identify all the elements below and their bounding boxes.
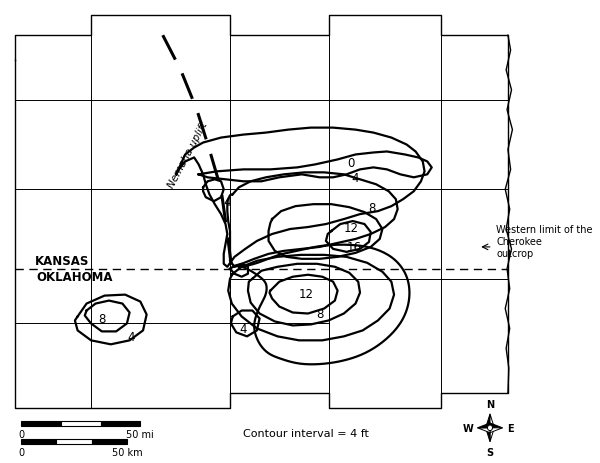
Text: 4: 4 — [128, 330, 135, 343]
Text: 12: 12 — [344, 221, 359, 234]
Text: 4: 4 — [224, 195, 231, 208]
Text: 8: 8 — [368, 201, 376, 214]
Text: 0: 0 — [18, 447, 24, 457]
Text: Contour interval = 4 ft: Contour interval = 4 ft — [243, 428, 369, 438]
Text: 50 km: 50 km — [112, 447, 142, 457]
Polygon shape — [478, 428, 490, 433]
Text: S: S — [487, 447, 494, 457]
Polygon shape — [490, 428, 503, 433]
Text: E: E — [507, 423, 514, 433]
Polygon shape — [490, 423, 503, 428]
Text: 4: 4 — [240, 322, 247, 335]
Text: OKLAHOMA: OKLAHOMA — [37, 271, 113, 284]
Text: 0: 0 — [18, 429, 24, 439]
Bar — [56, 439, 92, 444]
Polygon shape — [478, 423, 490, 428]
Text: 0: 0 — [347, 156, 355, 169]
Bar — [61, 421, 101, 426]
Text: W: W — [462, 423, 473, 433]
Polygon shape — [490, 414, 494, 428]
Text: 12: 12 — [299, 288, 314, 300]
Polygon shape — [485, 428, 490, 442]
Text: KANSAS: KANSAS — [35, 255, 89, 268]
Circle shape — [487, 425, 493, 431]
Text: 4: 4 — [352, 171, 359, 184]
Polygon shape — [485, 414, 490, 428]
Bar — [92, 439, 127, 444]
Polygon shape — [490, 428, 494, 442]
Text: 50 mi: 50 mi — [127, 429, 154, 439]
Text: Nemaha uplift: Nemaha uplift — [166, 120, 209, 190]
Bar — [21, 421, 61, 426]
Text: N: N — [486, 399, 494, 409]
Bar — [21, 439, 56, 444]
Text: 8: 8 — [316, 307, 323, 320]
Bar — [101, 421, 140, 426]
Text: 16: 16 — [347, 241, 362, 254]
Text: Western limit of the
Cherokee
outcrop: Western limit of the Cherokee outcrop — [496, 225, 593, 258]
Text: 8: 8 — [98, 313, 106, 325]
